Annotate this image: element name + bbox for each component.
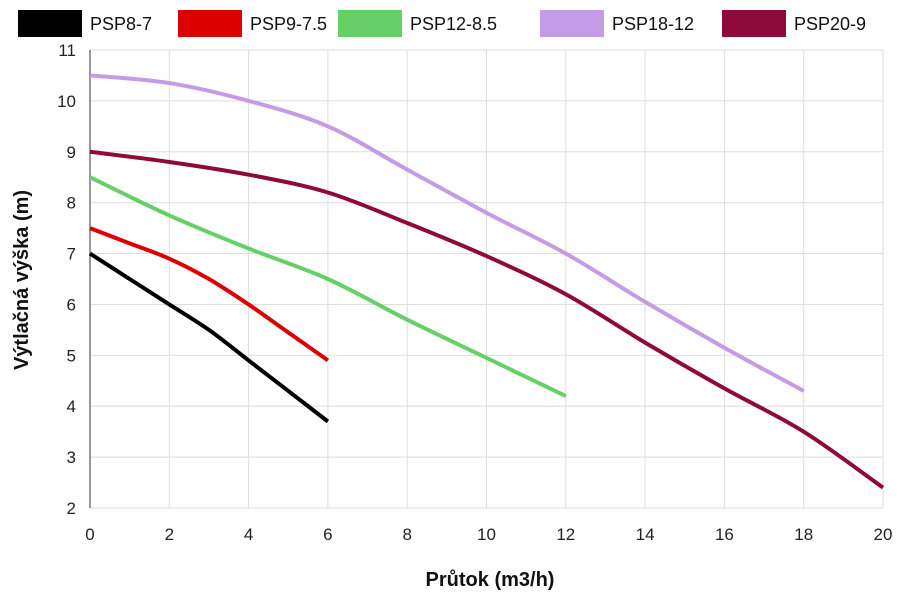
y-tick-label: 4 — [67, 397, 76, 416]
legend-swatch — [178, 10, 242, 37]
legend-swatch — [722, 10, 786, 37]
legend-swatch — [18, 10, 82, 37]
x-tick-label: 2 — [165, 525, 174, 544]
y-tick-label: 3 — [67, 448, 76, 467]
y-tick-label: 9 — [67, 143, 76, 162]
x-tick-label: 4 — [244, 525, 253, 544]
x-tick-label: 20 — [874, 525, 893, 544]
x-axis-title: Průtok (m3/h) — [426, 569, 555, 591]
y-tick-label: 7 — [67, 245, 76, 264]
y-tick-label: 2 — [67, 499, 76, 518]
y-tick-label: 6 — [67, 295, 76, 314]
x-tick-label: 8 — [402, 525, 411, 544]
y-tick-label: 5 — [67, 346, 76, 365]
x-tick-label: 12 — [556, 525, 575, 544]
series-line-psp20-9 — [89, 149, 885, 490]
legend-label: PSP9-7.5 — [250, 14, 327, 34]
x-tick-label: 14 — [636, 525, 655, 544]
legend-label: PSP20-9 — [794, 14, 866, 34]
series-line-psp8-7 — [88, 251, 330, 424]
legend-label: PSP8-7 — [90, 14, 152, 34]
legend-label: PSP18-12 — [612, 14, 694, 34]
x-tick-label: 6 — [323, 525, 332, 544]
x-tick-label: 16 — [715, 525, 734, 544]
legend-label: PSP12-8.5 — [410, 14, 497, 34]
x-tick-label: 0 — [85, 525, 94, 544]
legend: PSP8-7 PSP9-7.5 PSP12-8.5 PSP18-12 PSP20-9 — [18, 10, 866, 37]
legend-swatch — [338, 10, 402, 37]
x-tick-label: 10 — [477, 525, 496, 544]
y-axis-title: Výtlačná výška (m) — [11, 190, 33, 370]
x-tick-label: 18 — [794, 525, 813, 544]
grid — [89, 49, 884, 509]
series-line-psp12-8.5 — [89, 175, 567, 398]
y-tick-label: 10 — [57, 92, 76, 111]
series-line-psp9-7.5 — [89, 226, 330, 363]
y-tick-label: 8 — [67, 194, 76, 213]
legend-swatch — [540, 10, 604, 37]
y-tick-label: 11 — [58, 41, 76, 60]
series-line-psp18-12 — [89, 73, 805, 393]
series-lines — [88, 73, 885, 490]
